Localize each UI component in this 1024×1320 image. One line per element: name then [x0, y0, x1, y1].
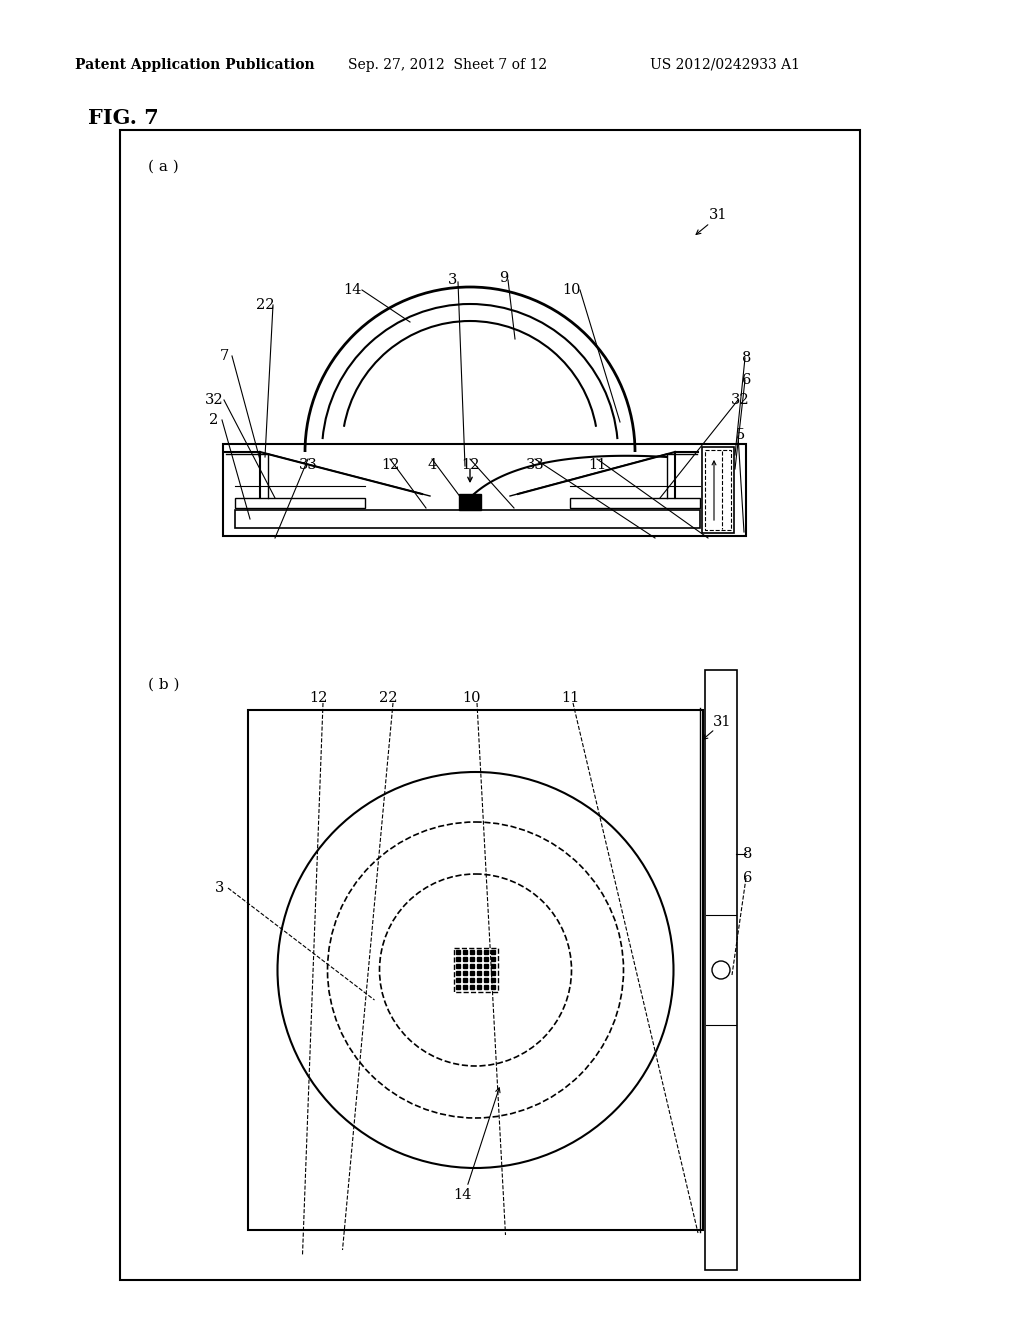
Text: US 2012/0242933 A1: US 2012/0242933 A1 — [650, 58, 800, 73]
Text: ( b ): ( b ) — [148, 678, 179, 692]
Bar — [570, 498, 700, 508]
Text: 5: 5 — [735, 428, 744, 442]
Text: 32: 32 — [731, 393, 750, 407]
Bar — [248, 710, 703, 1230]
Bar — [454, 948, 498, 993]
Text: ( a ): ( a ) — [148, 160, 179, 174]
Bar — [223, 444, 746, 536]
Bar — [120, 129, 860, 1280]
Text: 12: 12 — [381, 458, 399, 473]
Text: 32: 32 — [205, 393, 223, 407]
Text: 11: 11 — [561, 690, 580, 705]
Text: 2: 2 — [209, 413, 219, 426]
Text: FIG. 7: FIG. 7 — [88, 108, 159, 128]
Text: 33: 33 — [525, 458, 545, 473]
Text: 33: 33 — [299, 458, 317, 473]
Text: 4: 4 — [427, 458, 436, 473]
Bar — [705, 671, 737, 1270]
Text: Sep. 27, 2012  Sheet 7 of 12: Sep. 27, 2012 Sheet 7 of 12 — [348, 58, 547, 73]
Text: 10: 10 — [463, 690, 481, 705]
Bar — [234, 510, 700, 528]
Bar — [234, 498, 365, 508]
Text: Patent Application Publication: Patent Application Publication — [75, 58, 314, 73]
Text: 3: 3 — [449, 273, 458, 286]
Text: 7: 7 — [219, 348, 228, 363]
Text: 22: 22 — [379, 690, 397, 705]
Text: 9: 9 — [500, 271, 509, 285]
Text: 12: 12 — [309, 690, 328, 705]
Text: 31: 31 — [709, 209, 727, 222]
Text: 12: 12 — [461, 458, 479, 473]
Text: 10: 10 — [563, 282, 582, 297]
Text: 6: 6 — [743, 871, 753, 884]
Circle shape — [712, 961, 730, 979]
Text: 8: 8 — [742, 351, 752, 366]
Bar — [459, 494, 481, 510]
Text: 3: 3 — [215, 880, 224, 895]
Text: 22: 22 — [256, 298, 274, 312]
Text: 14: 14 — [343, 282, 361, 297]
Text: 6: 6 — [742, 374, 752, 387]
Bar — [705, 450, 731, 531]
Text: 31: 31 — [713, 715, 731, 729]
Text: 11: 11 — [588, 458, 606, 473]
Bar — [702, 447, 734, 533]
Text: 14: 14 — [453, 1188, 471, 1203]
Text: 8: 8 — [743, 847, 753, 861]
